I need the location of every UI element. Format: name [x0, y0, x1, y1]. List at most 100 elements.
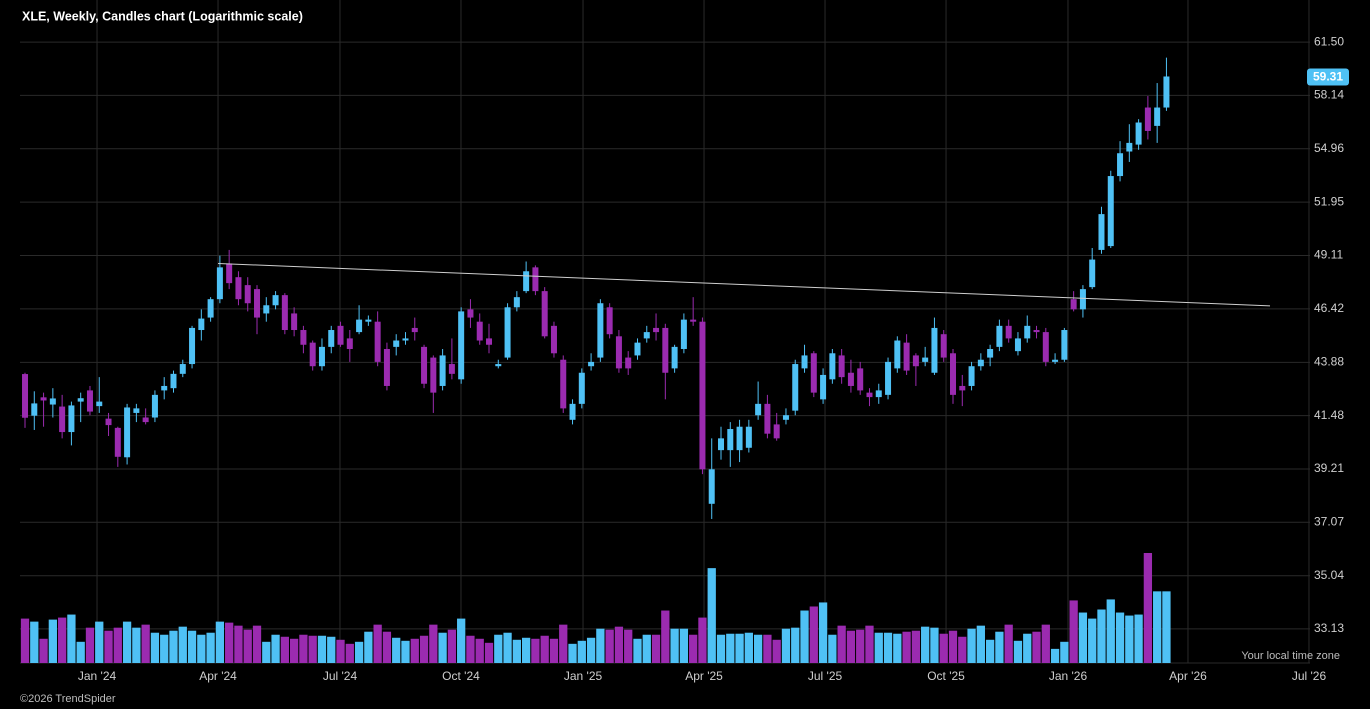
candle-body	[300, 330, 307, 345]
candles	[22, 57, 1170, 519]
candle-body	[653, 327, 660, 333]
volume-bar	[1143, 553, 1153, 663]
candle-body	[402, 338, 409, 341]
volume-bar	[670, 628, 679, 663]
volume-bar	[642, 634, 651, 663]
volume-bar	[865, 625, 874, 663]
candle-body	[1024, 325, 1031, 339]
volume-bar	[30, 621, 39, 663]
volume-bar	[280, 636, 289, 663]
candle-body	[959, 385, 966, 391]
candle-body	[1089, 259, 1096, 288]
volume-bar	[698, 617, 707, 663]
candle-body	[931, 327, 938, 373]
candle-body	[22, 374, 29, 418]
candle-body	[755, 403, 762, 416]
candle-body	[31, 403, 38, 416]
candle-body	[745, 426, 752, 448]
candle-body	[430, 357, 437, 393]
volume-bar	[225, 622, 234, 663]
y-tick-label: 33.13	[1314, 621, 1344, 635]
candle-body	[1135, 122, 1142, 145]
candle-body	[337, 325, 344, 345]
volume-bar	[800, 610, 809, 663]
volume-bar	[317, 635, 327, 663]
volume-bar	[1023, 633, 1032, 663]
candle-body	[838, 355, 845, 378]
x-tick-label: Oct '24	[442, 669, 480, 683]
candle-body	[578, 372, 585, 404]
volume-bar	[716, 634, 726, 663]
volume-bar	[289, 638, 299, 663]
candle-body	[179, 364, 186, 374]
volume-bar	[995, 631, 1004, 663]
candle-body	[708, 469, 715, 504]
candle-body	[523, 271, 530, 292]
x-tick-label: Apr '25	[685, 669, 723, 683]
volume-bar	[985, 639, 995, 663]
volume-bar	[837, 625, 846, 663]
volume-bar	[308, 635, 317, 663]
volume-bar	[568, 643, 577, 663]
last-price-badge	[1307, 68, 1349, 86]
candle-body	[133, 408, 140, 413]
volume-bar	[948, 630, 958, 663]
candle-body	[550, 325, 557, 354]
y-tick-label: 54.96	[1314, 141, 1344, 155]
candle-body	[1052, 359, 1059, 362]
candle-body	[829, 353, 836, 380]
volume-bar	[689, 634, 698, 663]
candle-body	[1061, 330, 1068, 360]
candle-body	[448, 364, 455, 374]
volume-bar	[1013, 640, 1023, 663]
volume-bar	[1115, 612, 1125, 663]
x-tick-label: Apr '24	[199, 669, 237, 683]
candle-body	[606, 307, 613, 335]
candle-body	[207, 299, 214, 318]
volume-bar	[95, 621, 104, 663]
candle-body	[885, 361, 892, 395]
candle-body	[476, 321, 483, 341]
volume-bar	[104, 630, 113, 663]
volume-bar	[883, 632, 893, 663]
candle-body	[718, 438, 725, 451]
x-tick-label: Jul '26	[1292, 669, 1327, 683]
candle-body	[486, 338, 493, 345]
volume-bar	[503, 632, 512, 663]
volume-bar	[392, 637, 401, 663]
volume-bar	[1162, 591, 1171, 663]
volume-bar	[39, 638, 48, 663]
candle-body	[86, 390, 93, 412]
volume-bar	[679, 628, 689, 663]
candle-body	[690, 319, 697, 322]
volume-bar	[354, 641, 364, 663]
volume-pane	[20, 553, 1171, 663]
volume-bar	[781, 628, 791, 663]
volume-bar	[856, 629, 865, 663]
candle-body	[272, 295, 279, 306]
volume-bar	[160, 634, 169, 663]
candle-body	[560, 359, 567, 409]
volume-bar	[828, 634, 837, 663]
candle-body	[318, 346, 325, 367]
volume-bar	[57, 617, 67, 663]
volume-bar	[577, 640, 586, 663]
candle-body	[1154, 107, 1161, 126]
volume-bar	[586, 637, 596, 663]
volume-bar	[791, 627, 800, 663]
candle-body	[903, 342, 910, 371]
candle-body	[894, 340, 901, 369]
volume-bar	[921, 626, 930, 663]
candle-body	[114, 427, 121, 457]
volume-bar	[299, 634, 308, 663]
volume-bar	[939, 633, 948, 663]
volume-bar	[150, 632, 160, 663]
volume-bar	[753, 634, 763, 663]
candle-body	[105, 418, 112, 426]
candle-body	[532, 267, 539, 292]
volume-bar	[1004, 624, 1013, 663]
volume-bar	[661, 610, 670, 663]
volume-bar	[1088, 618, 1097, 663]
y-tick-label: 58.14	[1314, 88, 1344, 102]
candle-body	[1126, 142, 1133, 152]
